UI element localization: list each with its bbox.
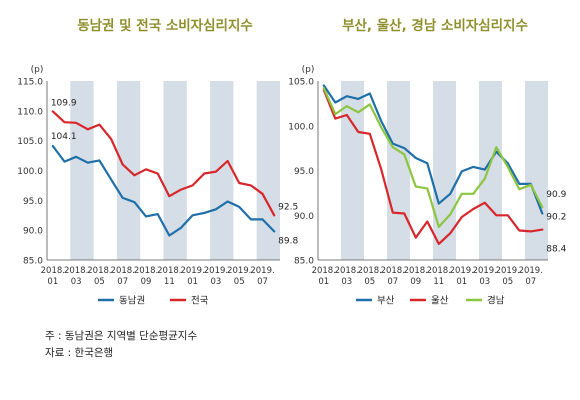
right-x-tick-label-year: 2018. xyxy=(427,266,451,276)
right-x-tick-label-year: 2019. xyxy=(473,266,497,276)
right-series-line-2 xyxy=(322,88,544,245)
right-y-tick-label: 100.0 xyxy=(288,122,314,132)
left-series-line-2 xyxy=(51,110,276,217)
left-y-tick-label: 100.0 xyxy=(17,167,43,177)
right-band xyxy=(433,81,456,260)
right-legend-label: 경남 xyxy=(487,295,505,307)
right-x-tick-label-month: 05 xyxy=(364,277,375,287)
right-x-tick-label-month: 03 xyxy=(341,277,352,287)
left-x-tick-label-year: 2019. xyxy=(204,266,228,276)
right-legend-label: 부산 xyxy=(377,296,395,307)
right-series-line-3 xyxy=(322,87,544,228)
right-band xyxy=(525,81,548,260)
right-x-tick-label-month: 11 xyxy=(433,277,444,287)
left-x-tick-label-month: 07 xyxy=(257,277,268,287)
right-band xyxy=(387,81,410,260)
right-y-tick-label: 105.0 xyxy=(288,78,314,88)
left-series-line-1 xyxy=(51,144,276,237)
right-series-line-1 xyxy=(322,84,544,215)
right-x-tick-label-year: 2018. xyxy=(358,266,382,276)
left-x-tick-label-year: 2018. xyxy=(157,266,181,276)
left-unit-label: (p) xyxy=(31,65,44,75)
right-chart-title: 부산, 울산, 경남 소비자심리지수 xyxy=(342,18,528,34)
right-data-label: 90.2 xyxy=(546,212,566,222)
left-data-label: 104.1 xyxy=(51,132,77,142)
left-data-label: 109.9 xyxy=(51,98,77,108)
right-x-tick-label-year: 2018. xyxy=(404,266,428,276)
left-x-tick-label-month: 05 xyxy=(234,277,245,287)
right-data-label: 90.9 xyxy=(546,190,566,200)
right-x-tick-label-year: 2018. xyxy=(335,266,359,276)
right-x-tick-label-month: 09 xyxy=(410,277,421,287)
left-data-label: 89.8 xyxy=(278,236,298,246)
left-band xyxy=(210,81,234,260)
left-x-tick-label-month: 01 xyxy=(47,277,58,287)
right-x-tick-label-year: 2018. xyxy=(381,266,405,276)
left-x-tick-label-year: 2019. xyxy=(227,266,251,276)
left-band xyxy=(70,81,94,260)
right-x-tick-label-year: 2019. xyxy=(519,266,543,276)
right-x-tick-label-year: 2018. xyxy=(312,266,336,276)
left-x-tick-label-month: 03 xyxy=(71,277,82,287)
left-x-tick-label-year: 2018. xyxy=(64,266,88,276)
left-y-tick-label: 85.0 xyxy=(23,257,43,267)
right-unit-label: (p) xyxy=(302,65,315,75)
right-x-tick-label-month: 01 xyxy=(318,277,329,287)
right-x-tick-label-year: 2019. xyxy=(450,266,474,276)
right-x-tick-label-month: 01 xyxy=(456,277,467,287)
left-x-tick-label-year: 2018. xyxy=(134,266,158,276)
right-legend-label: 울산 xyxy=(431,296,449,307)
left-x-tick-label-month: 05 xyxy=(94,277,105,287)
left-y-tick-label: 115.0 xyxy=(17,78,43,88)
right-y-tick-label: 85.0 xyxy=(294,257,314,267)
left-x-tick-label-month: 11 xyxy=(164,277,175,287)
right-x-tick-label-month: 05 xyxy=(502,277,513,287)
left-x-tick-label-year: 2018. xyxy=(41,266,65,276)
left-y-tick-label: 105.0 xyxy=(17,137,43,147)
right-band xyxy=(479,81,502,260)
left-band xyxy=(163,81,187,260)
right-x-tick-label-month: 03 xyxy=(479,277,490,287)
right-data-label: 88.4 xyxy=(546,245,566,255)
right-y-tick-label: 90.0 xyxy=(294,212,314,222)
right-band xyxy=(341,81,364,260)
right-x-tick-label-month: 07 xyxy=(387,277,398,287)
left-x-tick-label-month: 01 xyxy=(187,277,198,287)
right-x-tick-label-year: 2019. xyxy=(496,266,520,276)
left-x-tick-label-year: 2018. xyxy=(87,266,111,276)
left-legend-label: 전국 xyxy=(191,296,209,307)
right-x-tick-label-month: 07 xyxy=(525,277,536,287)
left-chart-title: 동남권 및 전국 소비자심리지수 xyxy=(77,18,253,34)
note-text: 주 : 동남권은 지역별 단순평균지수 xyxy=(45,330,198,342)
left-x-tick-label-year: 2019. xyxy=(180,266,204,276)
left-x-tick-label-year: 2019. xyxy=(250,266,274,276)
left-legend-label: 동남권 xyxy=(119,295,145,307)
left-y-tick-label: 95.0 xyxy=(23,197,43,207)
left-y-tick-label: 110.0 xyxy=(17,107,43,117)
left-x-tick-label-month: 07 xyxy=(117,277,128,287)
left-x-tick-label-month: 09 xyxy=(141,277,152,287)
left-y-tick-label: 90.0 xyxy=(23,227,43,237)
left-x-tick-label-month: 03 xyxy=(211,277,222,287)
left-band xyxy=(256,81,280,260)
left-x-tick-label-year: 2018. xyxy=(111,266,135,276)
right-y-tick-label: 95.0 xyxy=(294,167,314,177)
source-text: 자료 : 한국은행 xyxy=(45,347,114,359)
left-data-label: 92.5 xyxy=(278,202,298,212)
